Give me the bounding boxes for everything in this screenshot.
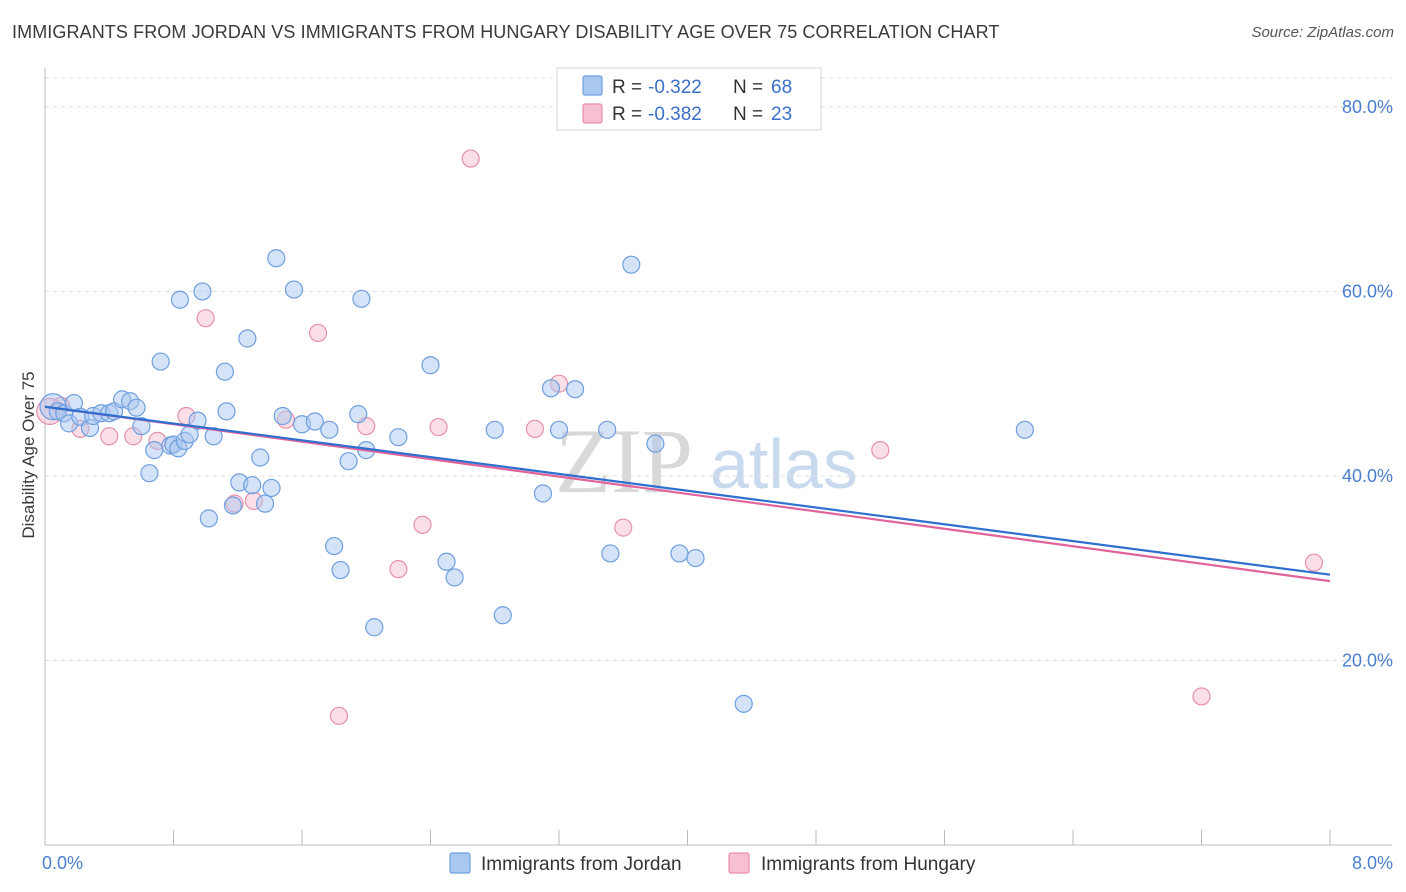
bottom-legend-swatch-hungary <box>728 852 750 874</box>
point-hungary-15 <box>413 515 432 534</box>
bottom-legend-label-jordan: Immigrants from Jordan <box>481 854 682 875</box>
point-jordan-29 <box>217 402 236 421</box>
legend-n-value-hungary: 23 <box>771 104 792 125</box>
point-jordan-57 <box>541 379 561 398</box>
x-tick-label-max: 8.0% <box>1352 853 1393 873</box>
point-jordan-33 <box>243 476 262 495</box>
point-hungary-12 <box>329 706 349 725</box>
point-jordan-24 <box>188 411 207 430</box>
point-jordan-28 <box>215 362 234 381</box>
legend-swatch-hungary <box>582 103 603 124</box>
point-jordan-30 <box>223 496 243 515</box>
point-jordan-39 <box>284 280 304 299</box>
point-jordan-61 <box>601 544 620 563</box>
point-jordan-44 <box>331 560 350 580</box>
legend-swatch-jordan <box>582 75 603 96</box>
point-hungary-18 <box>525 419 545 438</box>
legend-r-value-jordan: -0.322 <box>648 77 702 98</box>
point-jordan-15 <box>140 464 159 483</box>
point-jordan-17 <box>151 352 170 371</box>
point-jordan-16 <box>145 441 164 460</box>
trendlines <box>44 405 1331 583</box>
y-tick-label-60: 60.0% <box>1342 281 1393 301</box>
chart-title: IMMIGRANTS FROM JORDAN VS IMMIGRANTS FRO… <box>12 22 1000 42</box>
axes <box>44 68 1392 846</box>
point-jordan-36 <box>262 478 281 498</box>
y-tick-labels: 20.0% 40.0% 60.0% 80.0% <box>1342 97 1393 671</box>
point-jordan-41 <box>305 412 324 431</box>
point-jordan-51 <box>421 356 440 375</box>
y-tick-label-40: 40.0% <box>1342 466 1393 486</box>
point-jordan-65 <box>686 548 705 568</box>
point-jordan-63 <box>646 434 665 453</box>
point-hungary-20 <box>614 518 633 537</box>
point-jordan-43 <box>325 536 344 556</box>
point-jordan-37 <box>267 249 286 268</box>
point-hungary-21 <box>871 441 890 460</box>
point-jordan-49 <box>365 618 384 637</box>
point-hungary-3 <box>100 427 119 446</box>
point-hungary-11 <box>308 323 328 343</box>
point-jordan-38 <box>273 406 292 426</box>
legend-n-value-jordan: 68 <box>771 77 792 98</box>
point-jordan-59 <box>565 380 585 399</box>
point-jordan-55 <box>493 606 512 625</box>
watermark-atlas: atlas <box>710 425 858 503</box>
point-hungary-23 <box>1304 553 1324 572</box>
watermark-zip: ZIP <box>555 410 693 512</box>
stats-legend: R = -0.322 N = 68 R = -0.382 N = 23 <box>556 67 822 131</box>
y-tick-label-80: 80.0% <box>1342 97 1393 117</box>
point-jordan-14 <box>132 417 151 436</box>
legend-r-label-hungary: R = <box>612 104 642 125</box>
point-hungary-7 <box>196 309 215 328</box>
y-axis-title: Disability Age Over 75 <box>19 371 38 538</box>
gridlines <box>45 77 1392 661</box>
point-jordan-13 <box>127 398 146 417</box>
bottom-legend-label-hungary: Immigrants from Hungary <box>761 854 976 875</box>
series-jordan-points <box>39 249 1034 713</box>
point-jordan-64 <box>670 544 689 563</box>
point-hungary-17 <box>461 149 480 168</box>
source-label: Source: ZipAtlas.com <box>1251 24 1394 41</box>
y-tick-label-20: 20.0% <box>1342 650 1393 670</box>
point-jordan-35 <box>255 494 275 513</box>
point-jordan-34 <box>251 448 270 467</box>
point-hungary-16 <box>429 417 448 437</box>
x-tick-labels: 0.0% 8.0% <box>42 853 1393 873</box>
point-jordan-52 <box>437 552 456 571</box>
point-jordan-54 <box>485 420 504 439</box>
point-jordan-50 <box>389 428 408 447</box>
legend-n-label-jordan: N = <box>733 77 763 98</box>
legend-r-value-hungary: -0.382 <box>648 104 702 125</box>
point-jordan-32 <box>238 329 257 348</box>
point-jordan-26 <box>199 509 218 528</box>
trendline-jordan <box>44 405 1331 576</box>
point-jordan-67 <box>1015 420 1034 439</box>
x-tick-label-min: 0.0% <box>42 853 83 873</box>
point-hungary-22 <box>1192 687 1211 706</box>
point-jordan-56 <box>533 484 553 503</box>
point-jordan-58 <box>549 420 569 439</box>
point-jordan-66 <box>734 694 753 713</box>
legend-r-label-jordan: R = <box>612 77 642 98</box>
point-jordan-42 <box>320 420 339 439</box>
point-jordan-21 <box>170 290 190 309</box>
point-jordan-60 <box>598 420 617 439</box>
series-legend: Immigrants from Jordan Immigrants from H… <box>449 852 976 875</box>
point-jordan-25 <box>193 282 212 301</box>
bottom-legend-swatch-jordan <box>449 852 471 874</box>
point-jordan-45 <box>339 452 358 471</box>
point-jordan-62 <box>622 255 641 274</box>
legend-n-label-hungary: N = <box>733 104 763 125</box>
point-hungary-14 <box>389 560 408 579</box>
point-jordan-46 <box>349 405 368 424</box>
point-jordan-53 <box>445 568 464 587</box>
point-jordan-47 <box>352 289 371 308</box>
